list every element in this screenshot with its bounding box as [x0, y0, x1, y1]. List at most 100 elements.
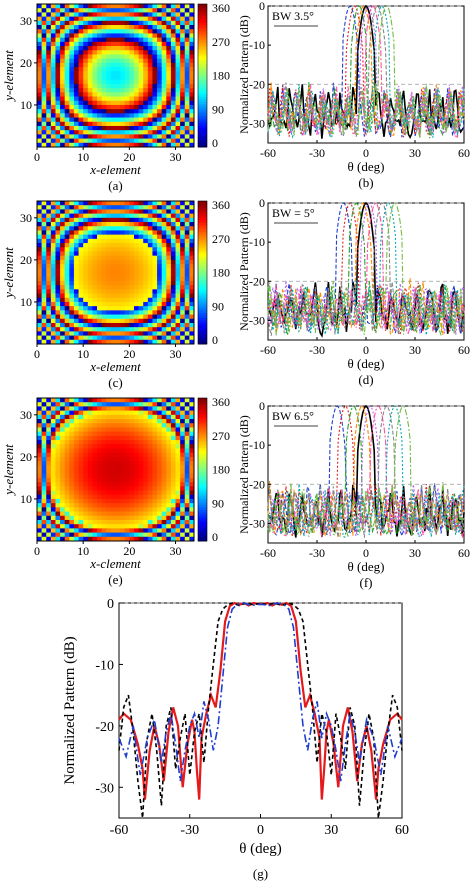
phase-cell: [106, 4, 112, 9]
phase-cell: [55, 318, 61, 324]
phase-cell: [189, 427, 195, 433]
phase-cell: [175, 117, 181, 123]
phase-cell: [55, 423, 61, 428]
phase-cell: [69, 528, 75, 533]
phase-cell: [129, 109, 135, 114]
phase-cell: [50, 435, 56, 441]
phase-cell: [97, 230, 103, 236]
phase-cell: [41, 58, 47, 64]
phase-cell: [138, 280, 144, 286]
phase-cell: [115, 264, 121, 269]
phase-cell: [50, 37, 56, 43]
phase-cell: [143, 109, 149, 114]
phase-cell: [124, 92, 130, 97]
phase-cell: [83, 16, 89, 22]
phase-cell: [101, 431, 107, 437]
phase-cell: [147, 461, 153, 466]
phase-cell: [152, 402, 158, 407]
phase-cell: [161, 8, 167, 13]
phase-cell: [92, 339, 98, 345]
phase-cell: [106, 272, 112, 278]
phase-cell: [110, 331, 116, 336]
phase-cell: [106, 498, 112, 504]
phase-cell: [41, 62, 47, 68]
phase-cell: [78, 528, 84, 533]
phase-cell: [129, 255, 135, 261]
phase-cell: [106, 490, 112, 496]
phase-cell: [115, 222, 121, 227]
phase-cell: [129, 100, 135, 106]
phase-cell: [184, 104, 190, 110]
phase-cell: [147, 71, 153, 76]
phase-cell: [55, 414, 61, 420]
phase-cell: [170, 402, 176, 407]
phase-cell: [41, 83, 47, 89]
phase-cell: [101, 79, 107, 85]
phase-cell: [106, 293, 112, 299]
phase-cell: [64, 456, 70, 462]
phase-cell: [97, 322, 103, 328]
phase-cell: [175, 96, 181, 102]
phase-cell: [55, 331, 61, 336]
phase-cell: [50, 339, 56, 345]
phase-cell: [97, 503, 103, 508]
phase-cell: [115, 327, 121, 332]
phase-cell: [92, 482, 98, 487]
phase-cell: [87, 289, 93, 294]
phase-cell: [60, 142, 66, 148]
phase-cell: [92, 58, 98, 64]
phase-cell: [64, 519, 70, 525]
phase-cell: [50, 456, 56, 462]
phase-cell: [157, 524, 163, 529]
phase-cell: [50, 25, 56, 30]
phase-cell: [166, 46, 172, 51]
phase-cell: [152, 465, 158, 470]
phase-cell: [73, 83, 79, 89]
phase-cell: [69, 473, 75, 479]
phase-cell: [101, 50, 107, 55]
phase-cell: [175, 524, 181, 529]
phase-cell: [97, 532, 103, 538]
phase-cell: [129, 12, 135, 18]
phase-cell: [41, 117, 47, 123]
phase-cell: [138, 16, 144, 22]
phase-cell: [69, 297, 75, 303]
phase-cell: [157, 205, 163, 210]
phase-cell: [184, 50, 190, 55]
phase-cell: [87, 71, 93, 76]
phase-cell: [41, 444, 47, 449]
phase-cell: [69, 121, 75, 127]
phase-cell: [143, 4, 149, 9]
phase-cell: [184, 276, 190, 282]
phase-cell: [143, 213, 149, 219]
phase-cell: [83, 511, 89, 517]
phase-cell: [152, 536, 158, 542]
phase-cell: [138, 482, 144, 487]
phase-cell: [60, 117, 66, 123]
colorbar-segment: [198, 336, 207, 340]
phase-cell: [69, 293, 75, 299]
phase-cell: [124, 209, 130, 215]
phase-cell: [92, 469, 98, 475]
phase-cell: [83, 230, 89, 236]
phase-cell: [97, 33, 103, 39]
phase-cell: [97, 92, 103, 97]
colorbar-segment: [198, 120, 207, 124]
phase-cell: [50, 117, 56, 123]
phase-cell: [101, 444, 107, 449]
phase-cell: [189, 519, 195, 525]
phase-cell: [73, 498, 79, 504]
phase-cell: [124, 264, 130, 269]
phase-cell: [180, 217, 186, 223]
phase-cell: [50, 406, 56, 412]
phase-cell: [152, 46, 158, 51]
colorbar-segment: [198, 332, 207, 335]
phase-cell: [166, 226, 172, 231]
phase-cell: [170, 113, 176, 118]
phase-cell: [73, 46, 79, 51]
phase-cell: [50, 238, 56, 244]
phase-cell: [175, 138, 181, 144]
phase-cell: [46, 477, 52, 483]
phase-cell: [97, 448, 103, 454]
phase-cell: [147, 16, 153, 22]
